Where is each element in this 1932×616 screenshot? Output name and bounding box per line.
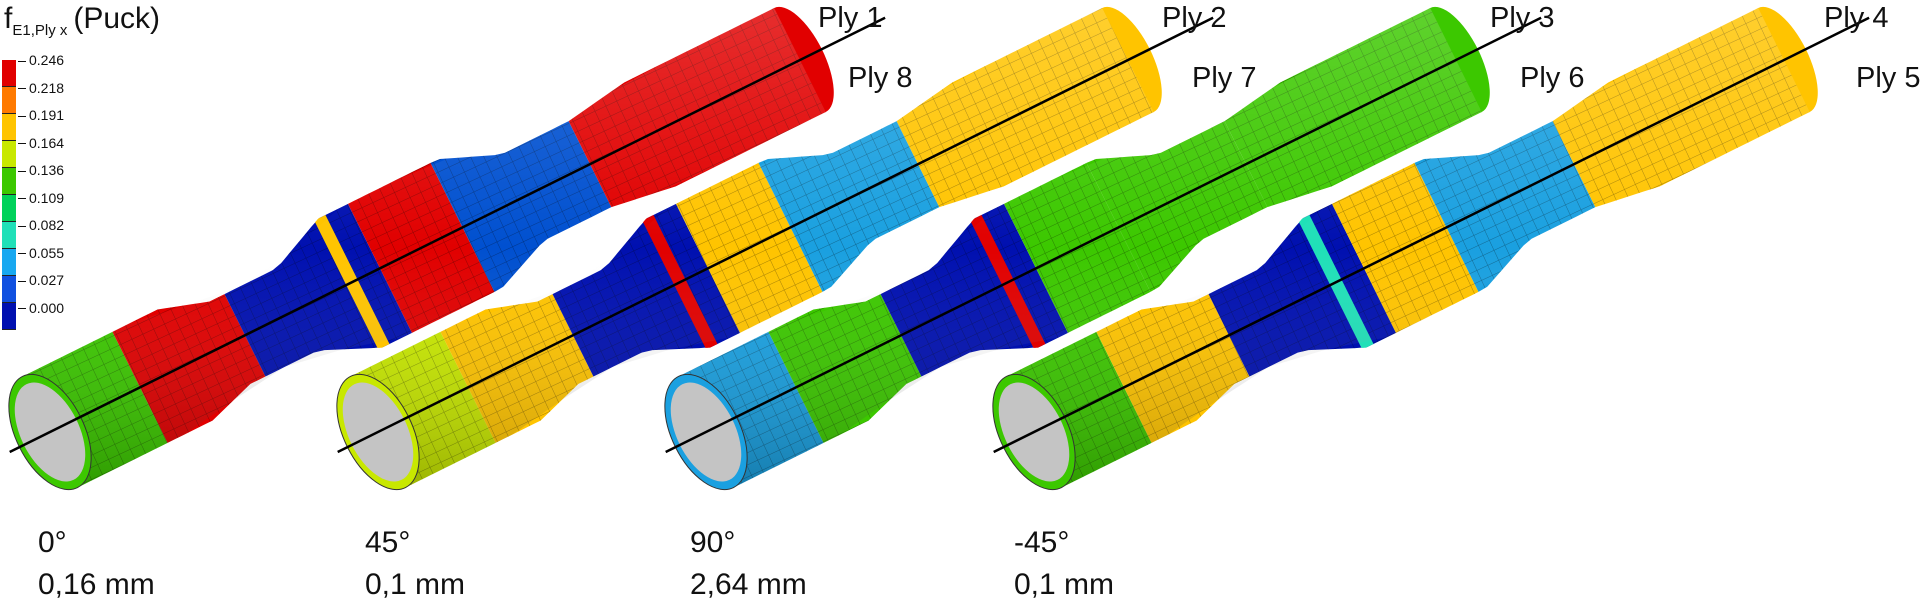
ply-label-8: Ply 8 [848, 62, 913, 94]
specimen-1 [8, 6, 886, 491]
specimen-3 [664, 6, 1542, 491]
legend-swatch [2, 60, 16, 87]
ply-label-5: Ply 5 [1856, 62, 1921, 94]
legend-tick-label: 0.055 [18, 245, 64, 261]
legend-swatch [2, 303, 16, 330]
legend-swatch [2, 249, 16, 276]
specimen-2 [336, 6, 1214, 491]
specimen-axis-line [665, 16, 1542, 454]
legend-tick-label: 0.000 [18, 300, 64, 316]
legend-title: fE1,Ply x (Puck) [4, 2, 161, 39]
legend-tick-label: 0.136 [18, 162, 64, 178]
ply-label-6: Ply 6 [1520, 62, 1585, 94]
specimen-axis-line [993, 16, 1870, 454]
specimen-axis-line [337, 16, 1214, 454]
legend-swatch [2, 222, 16, 249]
ply-label-2: Ply 2 [1162, 2, 1227, 34]
legend-swatch [2, 168, 16, 195]
legend-tick-label: 0.109 [18, 190, 64, 206]
thickness-label-2: 0,1 mm [365, 568, 466, 601]
legend-swatch [2, 87, 16, 114]
angle-label-1: 0° [38, 526, 67, 559]
specimen-4 [992, 6, 1870, 491]
angle-label-2: 45° [365, 526, 411, 559]
ply-label-4: Ply 4 [1824, 2, 1889, 34]
thickness-label-4: 0,1 mm [1014, 568, 1115, 601]
legend-swatch [2, 141, 16, 168]
ply-label-3: Ply 3 [1490, 2, 1555, 34]
legend-swatch [2, 114, 16, 141]
ply-label-1: Ply 1 [818, 2, 883, 34]
thickness-label-3: 2,64 mm [690, 568, 807, 601]
thickness-label-1: 0,16 mm [38, 568, 155, 601]
legend-tick-label: 0.218 [18, 80, 64, 96]
legend-tick-label: 0.027 [18, 272, 64, 288]
angle-label-3: 90° [690, 526, 736, 559]
legend-tick-label: 0.246 [18, 52, 64, 68]
legend-tick-label: 0.191 [18, 107, 64, 123]
specimen-axis-line [9, 16, 886, 454]
legend-tick-label: 0.082 [18, 217, 64, 233]
angle-label-4: -45° [1014, 526, 1070, 559]
legend-tick-label: 0.164 [18, 135, 64, 151]
legend-swatch [2, 195, 16, 222]
color-legend [2, 60, 16, 330]
ply-label-7: Ply 7 [1192, 62, 1257, 94]
legend-swatch [2, 276, 16, 303]
